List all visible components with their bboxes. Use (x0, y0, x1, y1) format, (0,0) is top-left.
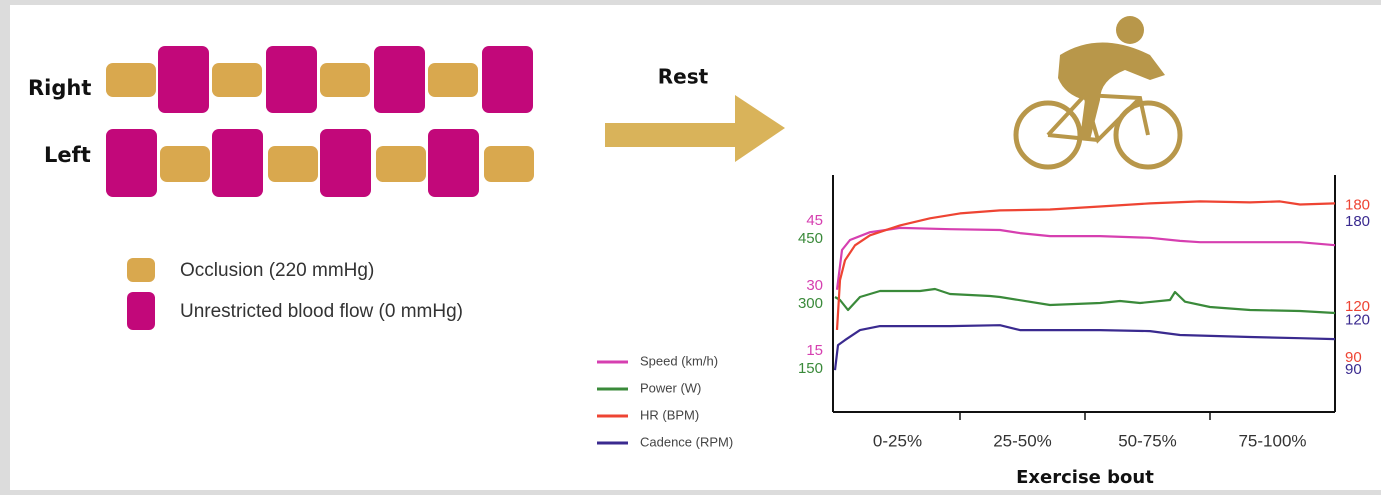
y-tick-label: 120 (1345, 312, 1370, 329)
flow-block (158, 46, 209, 113)
flow-block (428, 129, 479, 197)
occlusion-block (320, 63, 370, 97)
x-tick-label: 0-25% (873, 431, 922, 450)
occlusion-block (106, 63, 156, 97)
row-label: Right (28, 76, 91, 100)
occlusion-block (160, 146, 210, 182)
x-tick-label: 50-75% (1118, 431, 1177, 450)
y-tick-label: 180 (1345, 196, 1370, 213)
x-tick-label: 25-50% (993, 431, 1052, 450)
y-tick-label: 15 (806, 342, 823, 359)
y-tick-label: 90 (1345, 361, 1362, 378)
flow-block (482, 46, 533, 113)
legend-label: Power (W) (640, 380, 701, 395)
occlusion-block (484, 146, 534, 182)
x-axis-label: Exercise bout (1016, 467, 1154, 488)
flow-block (320, 129, 371, 197)
flow-block (212, 129, 263, 197)
legend-label: Cadence (RPM) (640, 434, 733, 449)
flow-block (106, 129, 157, 197)
y-tick-label: 30 (806, 277, 823, 294)
legend-label: Speed (km/h) (640, 353, 718, 368)
y-tick-label: 45 (806, 212, 823, 229)
legend-label: HR (BPM) (640, 407, 699, 422)
legend-label: Unrestricted blood flow (0 mmHg) (180, 301, 463, 322)
occlusion-block (268, 146, 318, 182)
legend-swatch (127, 292, 155, 330)
y-tick-label: 150 (798, 360, 823, 377)
y-tick-label: 300 (798, 295, 823, 312)
occlusion-block (428, 63, 478, 97)
occlusion-block (212, 63, 262, 97)
y-tick-label: 450 (798, 230, 823, 247)
figure: Right Left Occlusion (220 mmHg) Unrestri… (0, 0, 1381, 495)
occlusion-block (376, 146, 426, 182)
row-label: Left (44, 143, 91, 167)
y-tick-label: 180 (1345, 213, 1370, 230)
x-tick-label: 75-100% (1238, 431, 1306, 450)
flow-block (266, 46, 317, 113)
flow-block (374, 46, 425, 113)
legend-swatch (127, 258, 155, 282)
arrow-label: Rest (658, 65, 709, 89)
legend-label: Occlusion (220 mmHg) (180, 260, 374, 281)
